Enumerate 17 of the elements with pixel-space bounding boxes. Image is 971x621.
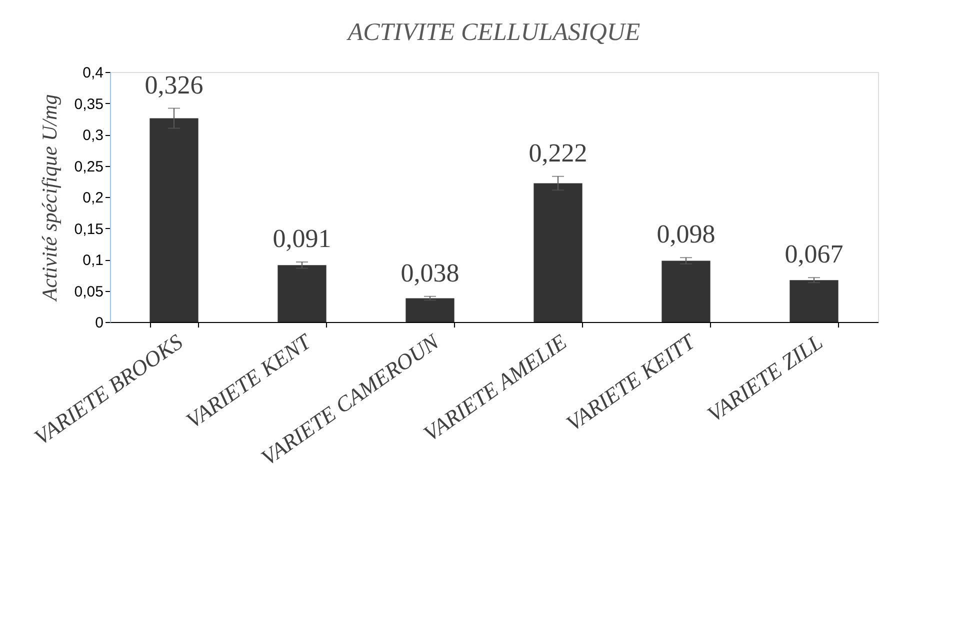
y-tick-label: 0,25: [74, 158, 104, 176]
data-label: 0,091: [272, 224, 332, 253]
y-axis-title: Activité spécifique U/mg: [37, 94, 62, 303]
chart-title: ACTIVITE CELLULASIQUE: [346, 19, 640, 46]
data-label: 0,222: [528, 138, 588, 168]
y-tick-label: 0,4: [82, 64, 104, 82]
y-tick-label: 0,2: [82, 190, 104, 206]
data-label: 0,326: [144, 70, 204, 100]
y-tick-label: 0,15: [74, 220, 104, 238]
y-tick-label: 0,3: [82, 127, 104, 144]
data-label: 0,067: [784, 240, 844, 269]
y-tick-label: 0: [95, 314, 104, 332]
y-tick-label: 0,05: [74, 283, 104, 300]
data-label: 0,098: [656, 220, 716, 249]
y-tick-label: 0,1: [82, 252, 104, 269]
y-tick-label: 0,35: [74, 96, 104, 113]
data-label: 0,038: [400, 258, 460, 288]
